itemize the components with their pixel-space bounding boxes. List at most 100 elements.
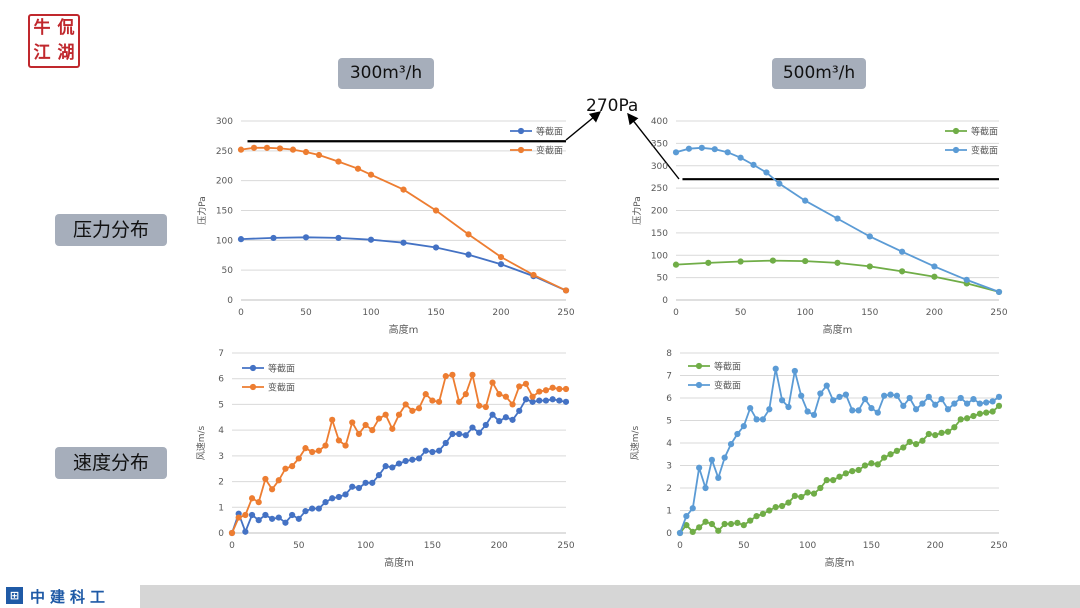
data-point <box>402 457 409 465</box>
data-point <box>489 411 496 418</box>
data-point <box>708 456 716 463</box>
data-point <box>362 421 369 429</box>
data-point <box>382 463 389 470</box>
x-tick-label: 0 <box>673 308 679 318</box>
data-point <box>482 403 489 411</box>
data-point <box>951 400 958 407</box>
data-point <box>536 397 543 404</box>
data-point <box>772 504 779 511</box>
x-tick-label: 250 <box>990 541 1007 551</box>
data-point <box>432 244 440 251</box>
legend-swatch-marker <box>952 127 960 135</box>
data-point <box>329 416 336 423</box>
y-tick-label: 0 <box>662 296 668 306</box>
data-point <box>868 460 875 467</box>
data-point <box>944 406 952 413</box>
data-point <box>542 387 550 394</box>
data-point <box>262 475 269 483</box>
data-point <box>708 520 716 528</box>
data-point <box>912 406 920 413</box>
data-point <box>367 171 375 178</box>
x-tick-label: 250 <box>557 541 574 551</box>
data-point <box>791 367 798 375</box>
y-tick-label: 0 <box>666 529 672 539</box>
data-point <box>899 268 906 275</box>
data-point <box>737 154 744 161</box>
data-point <box>469 424 476 431</box>
data-point <box>289 463 296 470</box>
annotation-270pa: 270Pa <box>586 96 639 116</box>
data-point <box>268 515 276 522</box>
y-tick-label: 1 <box>666 507 672 517</box>
data-point <box>342 442 349 449</box>
y-tick-label: 2 <box>666 484 672 494</box>
data-point <box>970 412 977 420</box>
data-point <box>237 236 245 243</box>
seal-char: 江 <box>33 43 51 63</box>
data-point <box>727 520 735 528</box>
data-point <box>989 398 996 405</box>
y-tick-label: 50 <box>657 274 669 284</box>
data-point <box>469 371 476 378</box>
data-point <box>932 432 939 439</box>
data-point <box>476 402 483 409</box>
data-point <box>282 465 289 472</box>
data-point <box>899 248 906 255</box>
data-point <box>375 472 383 479</box>
x-tick-label: 150 <box>863 541 880 551</box>
data-point <box>342 491 349 498</box>
data-point <box>676 529 684 537</box>
data-point <box>270 234 277 242</box>
series-line <box>675 146 1000 293</box>
legend-swatch-marker <box>517 127 525 135</box>
data-point <box>931 273 938 280</box>
data-point <box>395 411 403 418</box>
legend-swatch-marker <box>695 362 703 370</box>
data-point <box>382 411 389 418</box>
data-point <box>322 499 329 506</box>
data-point <box>375 415 383 422</box>
data-point <box>329 495 336 502</box>
data-point <box>830 397 837 404</box>
data-point <box>482 421 489 429</box>
data-point <box>842 470 849 477</box>
data-point <box>740 522 747 529</box>
y-tick-label: 100 <box>651 251 668 261</box>
data-point <box>282 519 289 526</box>
header-500: 500m³/h <box>772 58 866 89</box>
x-tick-label: 100 <box>357 541 374 551</box>
y-tick-label: 200 <box>216 177 233 187</box>
data-point <box>834 259 841 266</box>
data-point <box>766 507 773 514</box>
data-point <box>912 441 920 448</box>
data-point <box>302 148 310 156</box>
data-point <box>289 146 297 153</box>
data-point <box>496 391 503 398</box>
legend-label: 等截面 <box>971 126 998 138</box>
y-tick-label: 5 <box>218 400 224 410</box>
data-point <box>335 437 342 444</box>
legend-label: 变截面 <box>714 380 741 392</box>
x-tick-label: 100 <box>362 308 379 318</box>
data-point <box>315 447 322 454</box>
data-point <box>810 490 818 497</box>
data-point <box>302 508 309 515</box>
data-point <box>798 392 805 399</box>
data-point <box>248 495 256 502</box>
data-point <box>849 407 856 414</box>
data-point <box>957 394 964 402</box>
data-point <box>395 460 403 467</box>
data-point <box>389 464 396 471</box>
data-point <box>874 409 881 416</box>
data-point <box>502 414 509 421</box>
data-point <box>275 514 282 521</box>
y-axis-title: 压力Pa <box>631 196 643 225</box>
data-point <box>963 276 970 283</box>
y-tick-label: 0 <box>227 296 233 306</box>
data-point <box>753 513 760 520</box>
data-point <box>702 518 709 525</box>
data-point <box>900 444 907 451</box>
data-point <box>951 424 958 431</box>
data-point <box>309 505 316 512</box>
data-point <box>785 403 792 411</box>
